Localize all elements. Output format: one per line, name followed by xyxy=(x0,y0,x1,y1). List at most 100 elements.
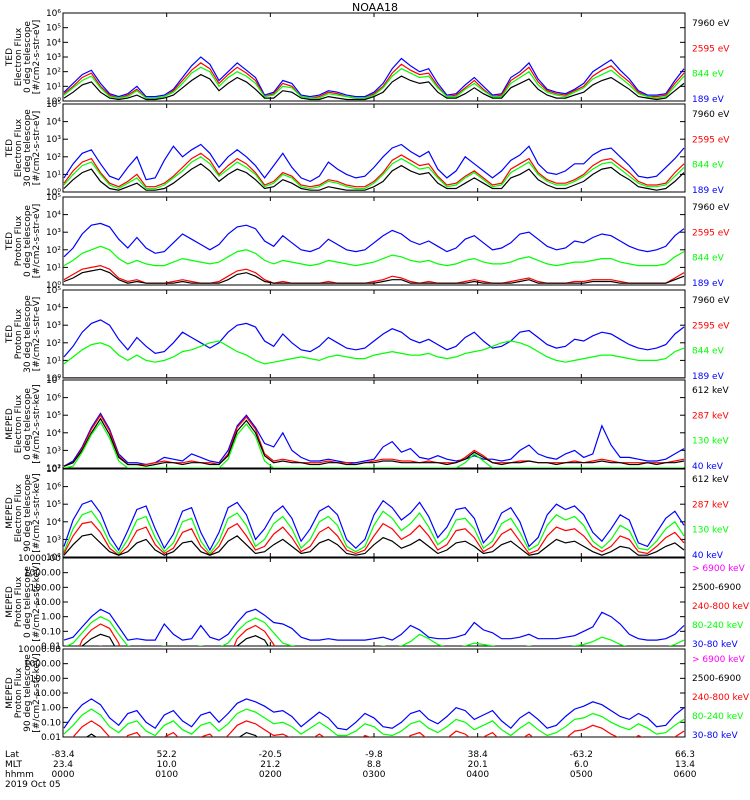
legend-entry: 2595 eV xyxy=(692,135,730,145)
y-tick-label: 10⁰ xyxy=(46,188,61,198)
footer-lat-value: -20.5 xyxy=(259,750,282,760)
legend-entry: 844 eV xyxy=(692,347,725,357)
legend-entry: 7960 eV xyxy=(692,203,730,213)
y-axis-label: MEPED xyxy=(5,408,15,440)
y-tick-label: 10⁰ xyxy=(46,97,61,107)
y-tick-label: 10⁴ xyxy=(46,118,61,128)
y-axis-label: TED xyxy=(5,325,15,344)
panel-5: 10² 10³ 10⁴ 10⁵ 10⁶ 10⁷ MEPED Electron Flux 0 de… xyxy=(5,376,729,474)
footer-label-lat: Lat xyxy=(5,750,20,760)
y-tick-label: 100.00 xyxy=(30,583,62,593)
y-tick-label: 10³ xyxy=(46,228,61,238)
panel-8: 0.01 0.10 1.00 10.00 100.00 1000.00 10000.00 ME… xyxy=(5,645,750,743)
y-tick-label: 10³ xyxy=(46,135,61,145)
legend-entry: 287 keV xyxy=(692,500,729,510)
panel-frame xyxy=(62,648,686,738)
y-tick-label: 1.00 xyxy=(41,613,61,623)
series-line-3 xyxy=(63,66,685,99)
footer-label-mlt: MLT xyxy=(5,760,23,770)
y-tick-label: 1000.00 xyxy=(24,660,61,670)
y-axis-label: [#/cm2-s-str-eV] xyxy=(32,297,42,372)
y-axis-label: Electron Flux xyxy=(14,483,24,542)
footer-hhmm-value: 0000 xyxy=(52,770,75,780)
legend-entry: 189 eV xyxy=(692,95,725,105)
y-tick-label: 10⁶ xyxy=(46,9,61,19)
footer-mlt-value: 20.1 xyxy=(468,760,488,770)
y-tick-label: 1.00 xyxy=(41,704,61,714)
y-axis-label: TED xyxy=(5,232,15,251)
y-tick-label: 100.00 xyxy=(30,674,62,684)
y-axis-label: 30 deg telescope xyxy=(23,109,33,187)
series-group xyxy=(63,143,685,191)
legend-entry: 130 keV xyxy=(692,437,729,447)
footer-hhmm-value: 0500 xyxy=(570,770,593,780)
y-tick-label: 10⁴ xyxy=(46,211,61,221)
legend-entry: 189 eV xyxy=(692,279,725,289)
y-axis-label: Proton Flux xyxy=(14,215,24,266)
panel-frame xyxy=(62,557,686,647)
series-group xyxy=(63,499,685,557)
y-tick-label: 10⁷ xyxy=(46,376,61,386)
y-axis-label: 0 deg telescope xyxy=(23,388,33,460)
legend-entry: 844 eV xyxy=(692,161,725,171)
y-axis-label: 30 deg telescope xyxy=(23,295,33,373)
panel-frame xyxy=(62,468,686,558)
y-tick-label: 10.00 xyxy=(35,598,61,608)
y-axis-label: MEPED xyxy=(5,677,15,709)
panel-4: 10⁰ 10¹ 10² 10³ 10⁴ 10⁵ TED Proton Flux 30 deg t… xyxy=(5,286,730,384)
y-tick-label: 0.10 xyxy=(41,718,61,728)
legend-entry: 7960 eV xyxy=(692,19,730,29)
footer-hhmm-value: 0200 xyxy=(259,770,282,780)
y-axis-label: 0 deg telescope xyxy=(23,205,33,277)
y-axis-label: Proton Flux xyxy=(14,308,24,359)
panel-frame xyxy=(62,12,686,102)
series-group xyxy=(63,698,685,737)
y-axis-label: [#/cm2-s-str-eV] xyxy=(32,111,42,186)
y-tick-label: 10¹ xyxy=(46,263,61,273)
legend-entry: 40 keV xyxy=(692,551,724,561)
series-line-4 xyxy=(63,73,685,101)
y-tick-label: 10⁴ xyxy=(46,38,61,48)
y-tick-label: 10⁰ xyxy=(46,374,61,384)
series-line-4 xyxy=(63,163,685,191)
series-line-2 xyxy=(63,340,685,365)
series-line-3 xyxy=(63,417,685,467)
footer-mlt-value: 10.0 xyxy=(157,760,177,770)
footer-lat-value: 66.3 xyxy=(675,750,695,760)
y-tick-label: 10² xyxy=(46,553,61,563)
y-axis-label: TED xyxy=(5,139,15,158)
y-tick-label: 10³ xyxy=(46,53,61,63)
y-tick-label: 10000.00 xyxy=(18,554,61,564)
footer-hhmm-value: 0100 xyxy=(155,770,178,780)
y-tick-label: 10³ xyxy=(46,535,61,545)
y-tick-label: 10⁵ xyxy=(46,193,61,203)
panel-7: 0.01 0.10 1.00 10.00 100.00 1000.00 10000.00 ME… xyxy=(5,554,750,652)
y-tick-label: 0.10 xyxy=(41,627,61,637)
y-axis-label: Electron Flux xyxy=(14,118,24,177)
series-line-2 xyxy=(63,510,685,555)
footer-hhmm-value: 0300 xyxy=(363,770,386,780)
panel-6: 10² 10³ 10⁴ 10⁵ 10⁶ 10⁷ MEPED Electron Flux 90 d… xyxy=(5,465,729,563)
footer-lat-value: -83.4 xyxy=(51,750,75,760)
footer-mlt-value: 23.4 xyxy=(53,760,73,770)
footer-lat-value: -9.8 xyxy=(365,750,383,760)
panel-1: 10⁰ 10¹ 10² 10³ 10⁴ 10⁵ 10⁶ TED Electron Flux 0 d… xyxy=(5,9,730,107)
series-line-3 xyxy=(63,264,685,284)
y-axis-label: MEPED xyxy=(5,586,15,618)
footer-mlt-value: 8.8 xyxy=(367,760,382,770)
footer-mlt-value: 21.2 xyxy=(260,760,280,770)
y-axis-label: Proton Flux xyxy=(14,667,24,718)
y-tick-label: 10000.00 xyxy=(18,645,61,655)
y-tick-label: 10³ xyxy=(46,321,61,331)
series-group xyxy=(63,222,685,284)
series-line-1 xyxy=(63,608,685,641)
series-line-2 xyxy=(63,708,685,737)
y-tick-label: 10² xyxy=(46,246,61,256)
series-line-1 xyxy=(63,698,685,731)
y-tick-label: 10⁵ xyxy=(46,411,61,421)
y-tick-label: 10⁵ xyxy=(46,500,61,510)
series-line-1 xyxy=(63,56,685,98)
legend-entry: 7960 eV xyxy=(692,110,730,120)
